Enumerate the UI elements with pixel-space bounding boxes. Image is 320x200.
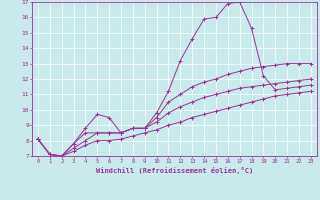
X-axis label: Windchill (Refroidissement éolien,°C): Windchill (Refroidissement éolien,°C): [96, 167, 253, 174]
